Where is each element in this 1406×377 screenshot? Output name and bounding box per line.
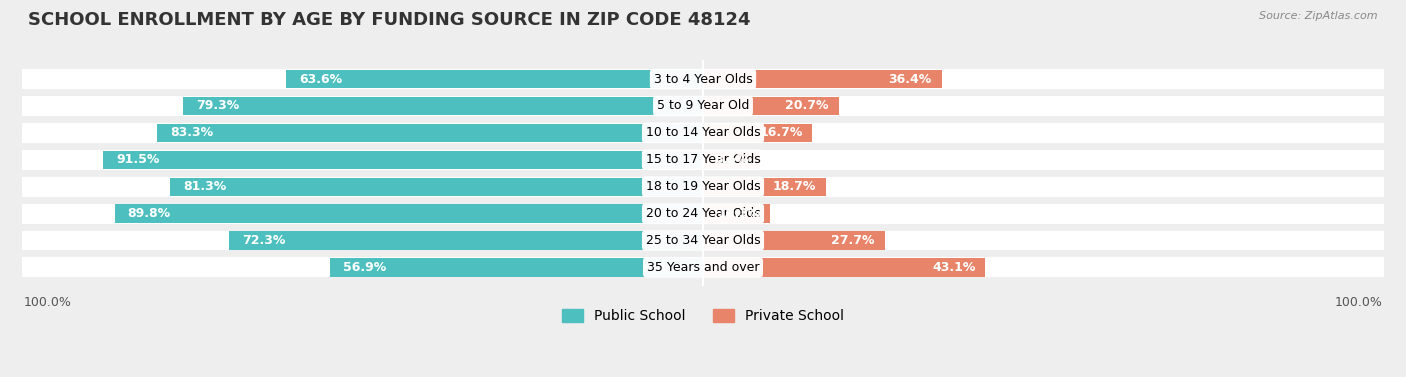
Text: 36.4%: 36.4% (889, 73, 932, 86)
Bar (183, 97, 703, 115)
Text: 83.3%: 83.3% (170, 126, 214, 139)
Text: 81.3%: 81.3% (183, 180, 226, 193)
Bar (703, 231, 884, 250)
Text: 10.3%: 10.3% (717, 207, 761, 220)
Text: 43.1%: 43.1% (932, 261, 976, 274)
Bar (157, 124, 703, 142)
Text: 91.5%: 91.5% (117, 153, 160, 166)
Bar (287, 70, 703, 88)
Bar (703, 124, 813, 142)
Text: 5 to 9 Year Old: 5 to 9 Year Old (657, 100, 749, 112)
Bar (115, 204, 703, 223)
Text: 79.3%: 79.3% (197, 100, 240, 112)
Text: Source: ZipAtlas.com: Source: ZipAtlas.com (1260, 11, 1378, 21)
Bar (21, 231, 1385, 250)
Bar (21, 177, 1385, 197)
Text: 20 to 24 Year Olds: 20 to 24 Year Olds (645, 207, 761, 220)
Text: 56.9%: 56.9% (343, 261, 387, 274)
Bar (703, 204, 770, 223)
Text: 20.7%: 20.7% (786, 100, 828, 112)
Text: 72.3%: 72.3% (242, 234, 285, 247)
Bar (21, 69, 1385, 89)
Text: 10 to 14 Year Olds: 10 to 14 Year Olds (645, 126, 761, 139)
Text: SCHOOL ENROLLMENT BY AGE BY FUNDING SOURCE IN ZIP CODE 48124: SCHOOL ENROLLMENT BY AGE BY FUNDING SOUR… (28, 11, 751, 29)
Bar (21, 96, 1385, 116)
Bar (229, 231, 703, 250)
Text: 25 to 34 Year Olds: 25 to 34 Year Olds (645, 234, 761, 247)
Text: 15 to 17 Year Olds: 15 to 17 Year Olds (645, 153, 761, 166)
Text: 16.7%: 16.7% (759, 126, 803, 139)
Bar (703, 178, 825, 196)
Text: 35 Years and over: 35 Years and over (647, 261, 759, 274)
Text: 18.7%: 18.7% (772, 180, 815, 193)
Text: 18 to 19 Year Olds: 18 to 19 Year Olds (645, 180, 761, 193)
Text: 89.8%: 89.8% (128, 207, 170, 220)
Bar (170, 178, 703, 196)
Bar (703, 151, 759, 169)
Text: 3 to 4 Year Olds: 3 to 4 Year Olds (654, 73, 752, 86)
Text: 27.7%: 27.7% (831, 234, 875, 247)
Text: 63.6%: 63.6% (299, 73, 343, 86)
Legend: Public School, Private School: Public School, Private School (557, 304, 849, 329)
Bar (104, 151, 703, 169)
Bar (703, 258, 986, 277)
Bar (330, 258, 703, 277)
Text: 8.5%: 8.5% (714, 153, 749, 166)
Bar (703, 97, 838, 115)
Bar (21, 257, 1385, 277)
Bar (21, 123, 1385, 143)
Bar (21, 150, 1385, 170)
Bar (703, 70, 942, 88)
Bar (21, 204, 1385, 224)
